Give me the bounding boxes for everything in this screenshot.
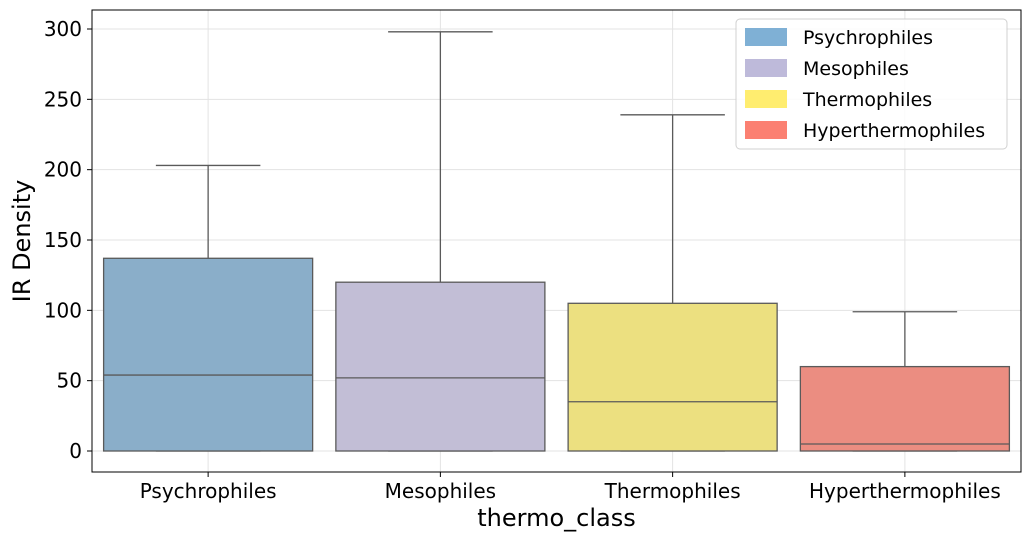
- x-tick-label: Mesophiles: [385, 479, 496, 503]
- y-tick-label: 50: [57, 369, 82, 393]
- box-mesophiles: [335, 31, 546, 452]
- legend: Psychrophiles Mesophiles Thermophiles Hyper…: [735, 18, 1008, 150]
- legend-swatch: [745, 28, 787, 46]
- box-iqr: [799, 365, 1011, 452]
- ticks: 0 50 100 150 200 250 300 Psychrophiles Mesophile…: [44, 17, 1001, 503]
- box-iqr: [567, 302, 778, 452]
- box-iqr: [102, 257, 314, 452]
- x-tick-label: Psychrophiles: [140, 479, 277, 503]
- box-hyperthermophiles: [799, 311, 1011, 452]
- legend-swatch: [745, 121, 787, 139]
- y-tick-label: 100: [44, 298, 82, 322]
- x-axis-title: thermo_class: [477, 504, 635, 532]
- x-tick-label: Hyperthermophiles: [809, 479, 1001, 503]
- legend-label: Mesophiles: [803, 58, 909, 80]
- y-tick-label: 250: [44, 87, 82, 111]
- box-psychrophiles: [102, 164, 314, 452]
- plot-frame: [91, 9, 1022, 473]
- legend-swatch: [745, 59, 787, 77]
- boxes: [102, 31, 1011, 452]
- legend-item: Hyperthermophiles: [745, 120, 985, 142]
- legend-item: Thermophiles: [745, 89, 932, 111]
- legend-item: Mesophiles: [745, 58, 909, 80]
- y-tick-label: 0: [69, 439, 82, 463]
- legend-frame: [735, 18, 1008, 150]
- legend-label: Psychrophiles: [803, 27, 933, 49]
- legend-label: Hyperthermophiles: [803, 120, 985, 142]
- legend-item: Psychrophiles: [745, 27, 933, 49]
- y-axis-title: IR Density: [8, 180, 36, 303]
- legend-label: Thermophiles: [802, 89, 932, 111]
- y-tick-label: 300: [44, 17, 82, 41]
- x-tick-label: Thermophiles: [604, 479, 741, 503]
- legend-swatch: [745, 90, 787, 108]
- y-tick-label: 150: [44, 228, 82, 252]
- box-thermophiles: [567, 114, 778, 452]
- box-iqr: [335, 281, 546, 452]
- y-tick-label: 200: [44, 158, 82, 182]
